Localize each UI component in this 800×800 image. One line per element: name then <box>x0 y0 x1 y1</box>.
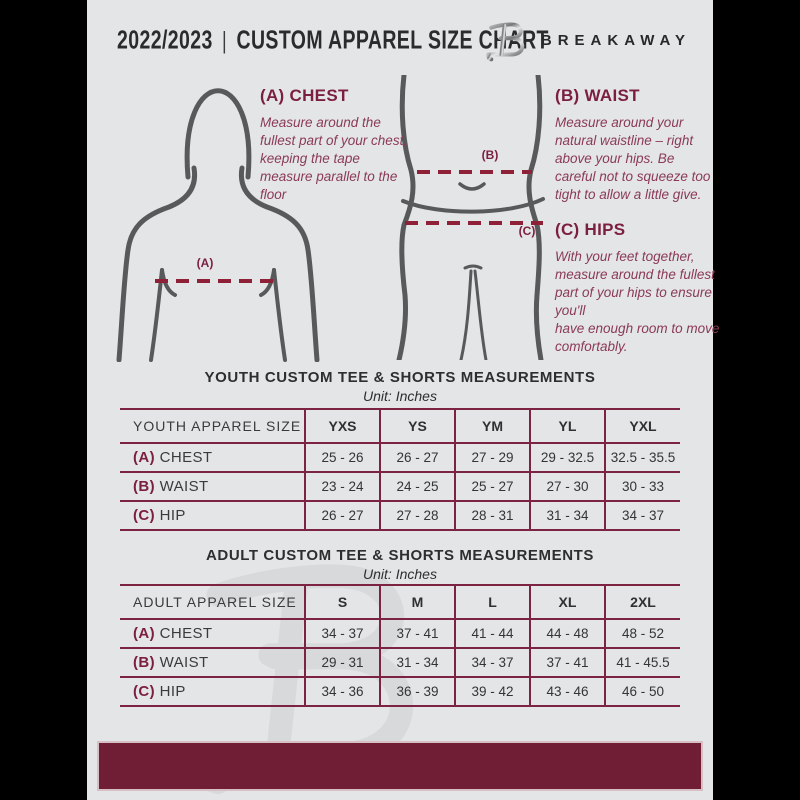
cell: 25 - 27 <box>454 471 530 501</box>
cell: 39 - 42 <box>454 676 530 707</box>
hips-instruction-body: With your feet together, measure around … <box>555 249 720 354</box>
brand-block: BREAKAWAY <box>485 18 691 62</box>
chest-instruction: (A) CHEST Measure around the fullest par… <box>260 86 412 204</box>
adult-table-corner-header: ADULT APPAREL SIZE <box>120 584 305 619</box>
cell: 23 - 24 <box>304 471 380 501</box>
youth-section-title: YOUTH CUSTOM TEE & SHORTS MEASUREMENTS <box>204 369 596 386</box>
youth-size-col-yl: YL <box>529 408 605 443</box>
cell: 44 - 48 <box>529 618 605 648</box>
title-main: CUSTOM APPAREL SIZE CHART <box>236 25 549 55</box>
row-label: WAIST <box>159 478 209 495</box>
cell: 34 - 36 <box>304 676 380 707</box>
hips-instruction-heading: (C) HIPS <box>555 220 626 239</box>
cell: 34 - 37 <box>454 647 530 677</box>
cell: 27 - 28 <box>379 500 455 531</box>
cell: 32.5 - 35.5 <box>604 442 680 472</box>
row-label: CHEST <box>159 625 213 642</box>
table-row: (B) WAIST 29 - 31 31 - 34 34 - 37 37 - 4… <box>120 647 680 677</box>
title-year: 2022/2023 <box>117 25 213 55</box>
youth-size-col-ys: YS <box>379 408 455 443</box>
cell: 29 - 32.5 <box>529 442 605 472</box>
youth-waist-row-label: (B) WAIST <box>120 471 305 501</box>
row-prefix: (C) <box>133 683 156 700</box>
table-row: (A) CHEST 34 - 37 37 - 41 41 - 44 44 - 4… <box>120 618 680 648</box>
waist-instruction-heading: (B) WAIST <box>555 86 640 105</box>
adult-size-col-l: L <box>454 584 530 619</box>
size-chart-page: 2022/2023 | CUSTOM APPAREL SIZE CHART <box>87 0 719 800</box>
cell: 31 - 34 <box>379 647 455 677</box>
waist-instruction-body: Measure around your natural waistline – … <box>555 115 711 202</box>
cell: 43 - 46 <box>529 676 605 707</box>
youth-chest-row-label: (A) CHEST <box>120 442 305 472</box>
breakaway-b-logo-icon <box>486 22 525 62</box>
adult-size-col-m: M <box>379 584 455 619</box>
adult-size-col-2xl: 2XL <box>604 584 680 619</box>
row-prefix: (A) <box>133 449 156 466</box>
adult-hip-row-label: (C) HIP <box>120 676 305 707</box>
row-label: HIP <box>159 683 186 700</box>
table-row: (C) HIP 26 - 27 27 - 28 28 - 31 31 - 34 … <box>120 500 680 531</box>
row-label: CHEST <box>159 449 213 466</box>
row-prefix: (B) <box>133 654 156 671</box>
adult-section-unit: Unit: Inches <box>363 566 437 582</box>
row-label: HIP <box>159 507 186 524</box>
cell: 25 - 26 <box>304 442 380 472</box>
table-row: (B) WAIST 23 - 24 24 - 25 25 - 27 27 - 3… <box>120 471 680 501</box>
youth-size-col-yxl: YXL <box>604 408 680 443</box>
cell: 37 - 41 <box>529 647 605 677</box>
cell: 46 - 50 <box>604 676 680 707</box>
chest-instruction-body: Measure around the fullest part of your … <box>260 115 408 202</box>
row-prefix: (A) <box>133 625 156 642</box>
footer-accent-bar <box>97 741 703 791</box>
page-title: 2022/2023 | CUSTOM APPAREL SIZE CHART <box>117 25 549 55</box>
waist-hip-diagram <box>396 75 545 360</box>
youth-hip-row-label: (C) HIP <box>120 500 305 531</box>
adult-waist-row-label: (B) WAIST <box>120 647 305 677</box>
hip-line-label: (C) <box>518 224 536 238</box>
cell: 30 - 33 <box>604 471 680 501</box>
row-prefix: (B) <box>133 478 156 495</box>
youth-size-col-ym: YM <box>454 408 530 443</box>
cell: 27 - 29 <box>454 442 530 472</box>
table-row: (A) CHEST 25 - 26 26 - 27 27 - 29 29 - 3… <box>120 442 680 472</box>
cell: 37 - 41 <box>379 618 455 648</box>
cell: 34 - 37 <box>304 618 380 648</box>
cell: 27 - 30 <box>529 471 605 501</box>
adult-section-title: ADULT CUSTOM TEE & SHORTS MEASUREMENTS <box>205 547 595 564</box>
cell: 34 - 37 <box>604 500 680 531</box>
youth-table-header-row: YOUTH APPAREL SIZE YXS YS YM YL YXL <box>120 408 680 443</box>
cell: 26 - 27 <box>379 442 455 472</box>
cell: 29 - 31 <box>304 647 380 677</box>
row-prefix: (C) <box>133 507 156 524</box>
chest-line-label: (A) <box>196 256 214 270</box>
adult-table-header-row: ADULT APPAREL SIZE S M L XL 2XL <box>120 584 680 619</box>
hips-instruction: (C) HIPS With your feet together, measur… <box>555 220 725 356</box>
title-divider: | <box>222 26 228 54</box>
youth-size-table: YOUTH APPAREL SIZE YXS YS YM YL YXL (A) … <box>120 408 680 531</box>
adult-size-col-xl: XL <box>529 584 605 619</box>
waist-line-label: (B) <box>481 148 499 162</box>
cell: 31 - 34 <box>529 500 605 531</box>
cell: 41 - 45.5 <box>604 647 680 677</box>
table-row: (C) HIP 34 - 36 36 - 39 39 - 42 43 - 46 … <box>120 676 680 707</box>
cell: 26 - 27 <box>304 500 380 531</box>
waist-instruction: (B) WAIST Measure around your natural wa… <box>555 86 717 204</box>
chest-instruction-heading: (A) CHEST <box>260 86 349 105</box>
cell: 48 - 52 <box>604 618 680 648</box>
youth-section-unit: Unit: Inches <box>363 388 437 404</box>
adult-size-col-s: S <box>304 584 380 619</box>
cell: 41 - 44 <box>454 618 530 648</box>
adult-size-table: ADULT APPAREL SIZE S M L XL 2XL (A) CHES… <box>120 584 680 707</box>
cell: 36 - 39 <box>379 676 455 707</box>
youth-size-col-yxs: YXS <box>304 408 380 443</box>
chest-diagram <box>116 88 320 362</box>
cell: 24 - 25 <box>379 471 455 501</box>
brand-name: BREAKAWAY <box>540 31 691 49</box>
cell: 28 - 31 <box>454 500 530 531</box>
youth-table-corner-header: YOUTH APPAREL SIZE <box>120 408 305 443</box>
adult-chest-row-label: (A) CHEST <box>120 618 305 648</box>
row-label: WAIST <box>159 654 209 671</box>
